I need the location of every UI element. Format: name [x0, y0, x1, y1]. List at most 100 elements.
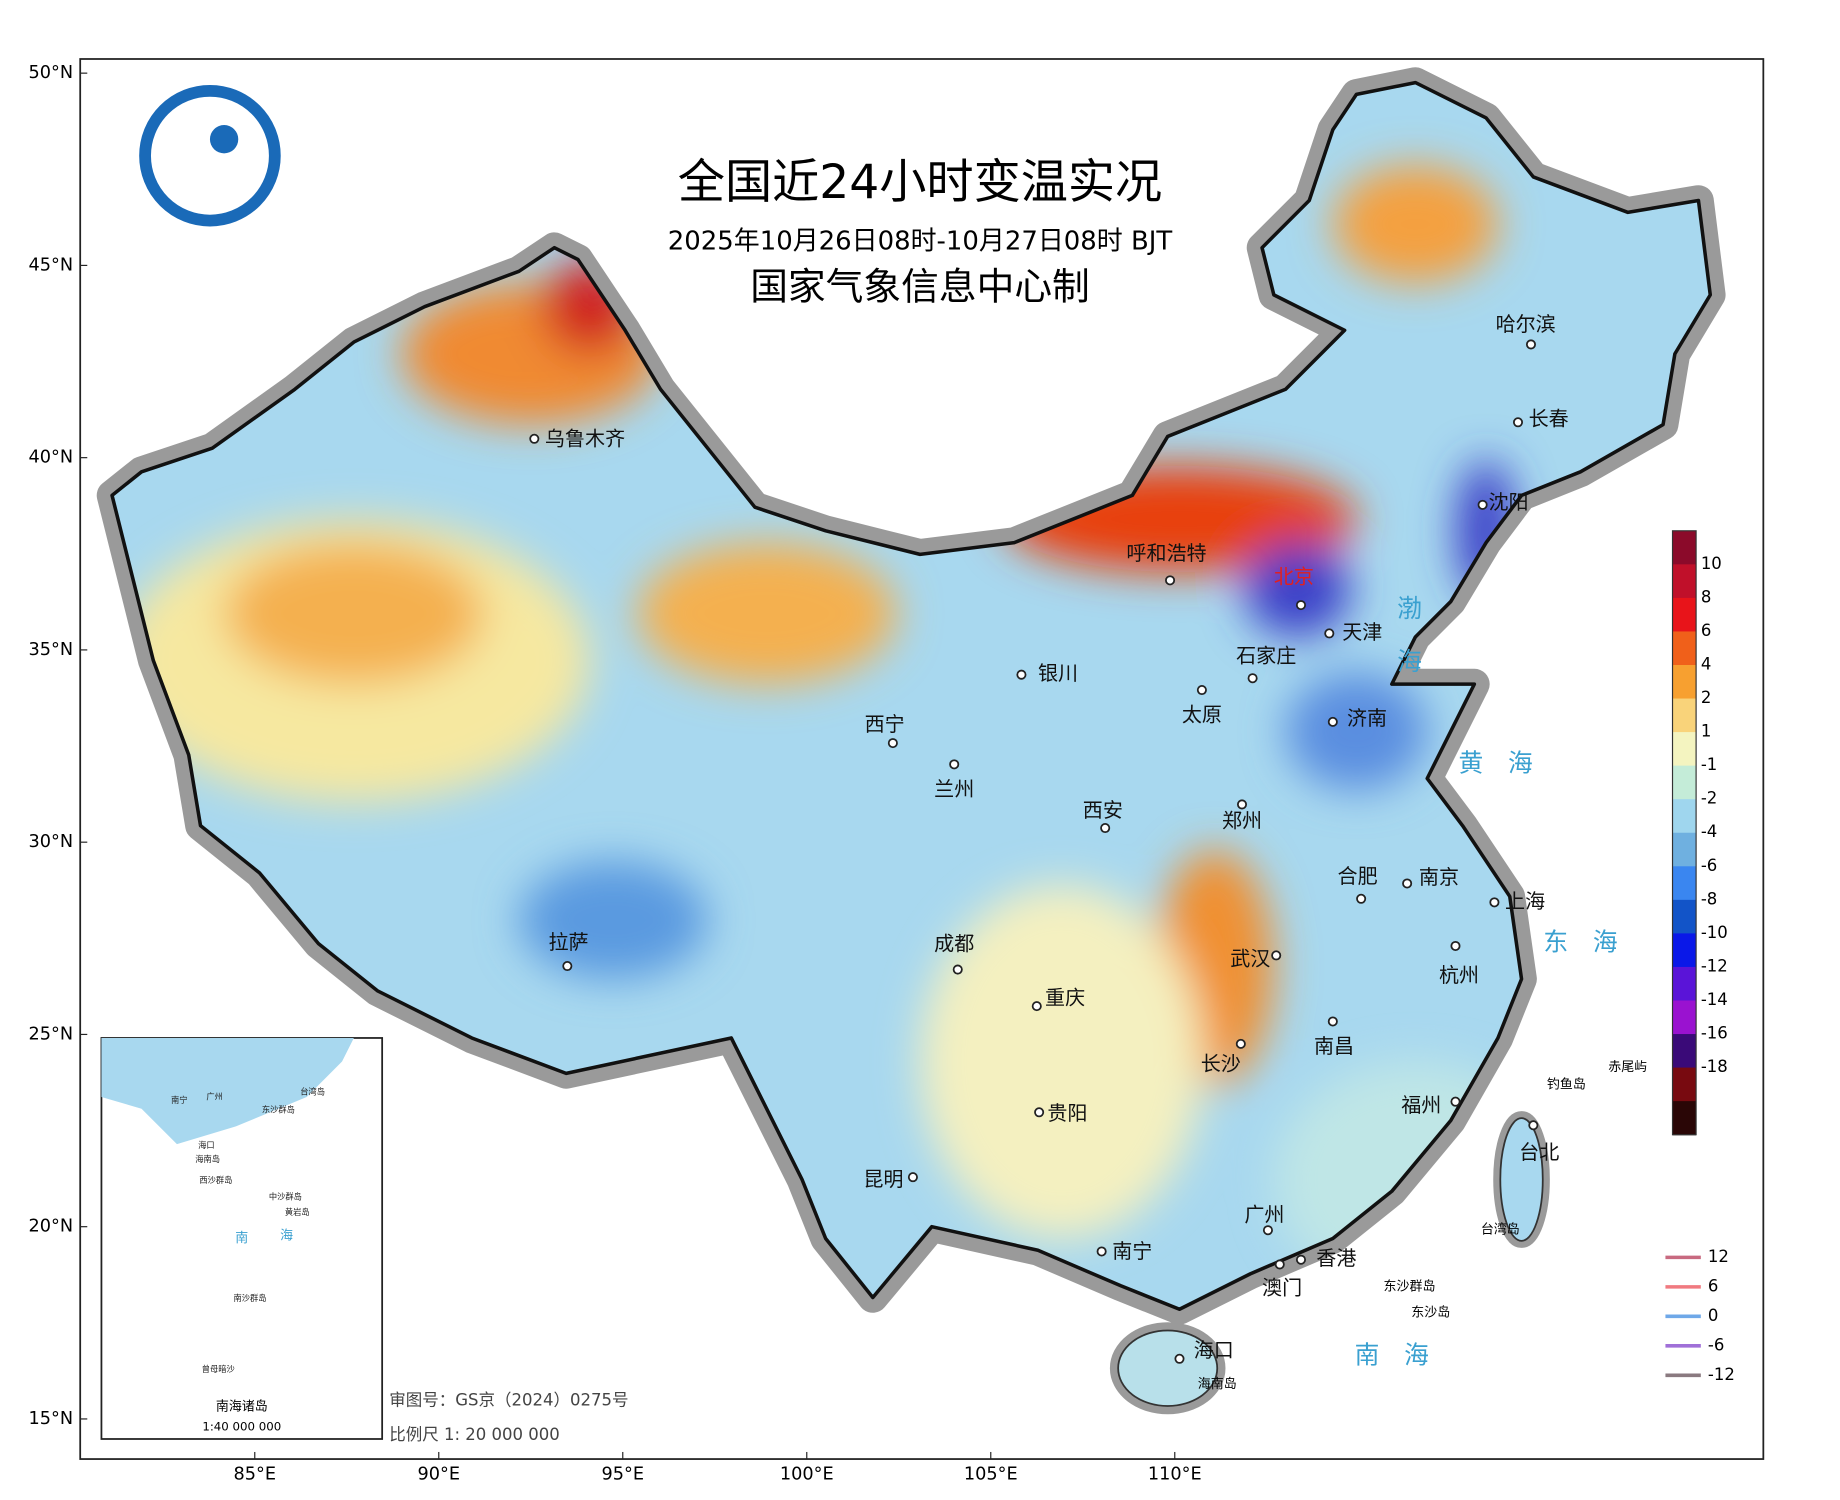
contour-legend-label: 6	[1708, 1276, 1719, 1295]
lat-label: 15°N	[29, 1409, 74, 1429]
inset-label: 海	[280, 1229, 293, 1244]
city-dot	[1295, 600, 1306, 611]
contour-legend-label: -6	[1708, 1335, 1724, 1354]
colorbar-label: -14	[1701, 990, 1728, 1009]
colorbar-label: 8	[1701, 587, 1712, 606]
colorbar-bin	[1672, 832, 1697, 867]
city-label: 南宁	[1112, 1239, 1152, 1263]
city-dot	[1096, 1246, 1107, 1257]
city-label: 杭州	[1439, 963, 1479, 987]
colorbar-bin	[1672, 530, 1697, 565]
city-dot	[1271, 950, 1282, 961]
island-label: 东沙群岛	[1384, 1278, 1436, 1294]
city-dot	[1274, 1259, 1285, 1270]
city-label: 成都	[934, 931, 974, 955]
city-label: 重庆	[1045, 986, 1085, 1010]
city-dot	[1489, 897, 1500, 908]
city-dot	[1512, 417, 1524, 428]
colorbar-label: -2	[1701, 789, 1717, 808]
city-dot	[1356, 893, 1367, 904]
city-dot	[952, 964, 963, 975]
inset-title: 南海诸岛	[216, 1399, 268, 1415]
island-label: 海南岛	[1198, 1376, 1237, 1392]
colorbar-bin	[1672, 899, 1697, 934]
lon-label: 110°E	[1148, 1464, 1202, 1484]
inset-label: 西沙群岛	[199, 1175, 232, 1185]
colorbar-bin	[1672, 765, 1697, 800]
colorbar-bin	[1672, 1000, 1697, 1035]
colorbar-label: -8	[1701, 889, 1717, 908]
lat-label: 50°N	[29, 63, 74, 83]
city-label: 贵阳	[1047, 1101, 1087, 1125]
lat-label: 45°N	[29, 255, 74, 275]
inset-label: 台湾岛	[300, 1087, 325, 1097]
city-dot	[1174, 1353, 1185, 1364]
inset-label: 曾母暗沙	[202, 1364, 235, 1374]
city-label: 济南	[1347, 706, 1387, 730]
city-label: 澳门	[1262, 1276, 1302, 1300]
city-label: 天津	[1342, 620, 1382, 644]
review-number: 审图号：GS京（2024）0275号	[389, 1391, 628, 1410]
inset-label: 南沙群岛	[234, 1293, 267, 1303]
inset-label: 广州	[206, 1091, 223, 1101]
title: 全国近24小时变温实况	[678, 155, 1162, 210]
inset-scale: 1:40 000 000	[202, 1420, 281, 1434]
city-dot	[1402, 878, 1413, 889]
colorbar-bin	[1672, 1034, 1697, 1069]
inset-label: 东沙群岛	[262, 1104, 295, 1114]
lon-label: 105°E	[964, 1464, 1018, 1484]
lon-label: 85°E	[234, 1464, 277, 1484]
colorbar-label: -10	[1701, 923, 1728, 942]
city-label: 南京	[1419, 865, 1459, 889]
island-label: 钓鱼岛	[1547, 1077, 1586, 1093]
inset-label: 黄岩岛	[285, 1207, 310, 1217]
lat-label: 25°N	[29, 1024, 74, 1044]
city-dot	[1450, 1096, 1461, 1107]
lon-label: 90°E	[418, 1464, 461, 1484]
city-dot	[1525, 339, 1536, 350]
colorbar-bin	[1672, 664, 1697, 700]
colorbar-label: -16	[1701, 1024, 1728, 1043]
city-dot	[1450, 940, 1461, 951]
colorbar-bin	[1672, 799, 1697, 834]
inset-label: 海南岛	[195, 1154, 220, 1164]
taiwan	[1499, 1117, 1544, 1242]
colorbar-bin	[1672, 1101, 1697, 1136]
city-dot	[1247, 673, 1258, 684]
city-label: 石家庄	[1236, 643, 1296, 667]
colorbar-label: -4	[1701, 822, 1717, 841]
colorbar-bin	[1672, 866, 1697, 901]
city-dot	[949, 759, 960, 770]
city-dot	[1262, 1225, 1273, 1236]
lat-label: 40°N	[29, 448, 74, 468]
city-label: 南昌	[1314, 1034, 1354, 1058]
colorbar-bin	[1672, 564, 1697, 599]
city-label: 哈尔滨	[1496, 312, 1556, 336]
city-dot	[1295, 1254, 1306, 1265]
city-dot	[1327, 1016, 1338, 1027]
colorbar-bin	[1672, 732, 1697, 767]
city-label: 广州	[1244, 1203, 1284, 1227]
city-dot	[1477, 499, 1488, 510]
colorbar-label: -6	[1701, 856, 1717, 875]
sea-label: 黄 海	[1458, 748, 1532, 777]
city-dot	[887, 738, 898, 749]
colorbar-bin	[1672, 698, 1697, 733]
contour-legend-label: -12	[1708, 1365, 1735, 1384]
hainan	[1117, 1329, 1219, 1407]
colorbar-label: 1	[1701, 722, 1712, 741]
colorbar-label: 6	[1701, 621, 1712, 640]
city-dot	[907, 1172, 918, 1183]
sea-label: 南 海	[1355, 1340, 1429, 1369]
colorbar-label: -1	[1701, 755, 1717, 774]
island-label: 东沙岛	[1411, 1304, 1450, 1320]
sea-label: 渤	[1397, 594, 1422, 623]
lat-label: 35°N	[29, 640, 74, 660]
city-label: 太原	[1182, 702, 1222, 726]
inset-label: 海口	[198, 1140, 215, 1150]
city-label: 长沙	[1201, 1052, 1241, 1076]
city-dot	[1016, 669, 1027, 680]
subtitle: 2025年10月26日08时-10月27日08时 BJT	[668, 226, 1173, 256]
city-dot	[529, 433, 540, 444]
